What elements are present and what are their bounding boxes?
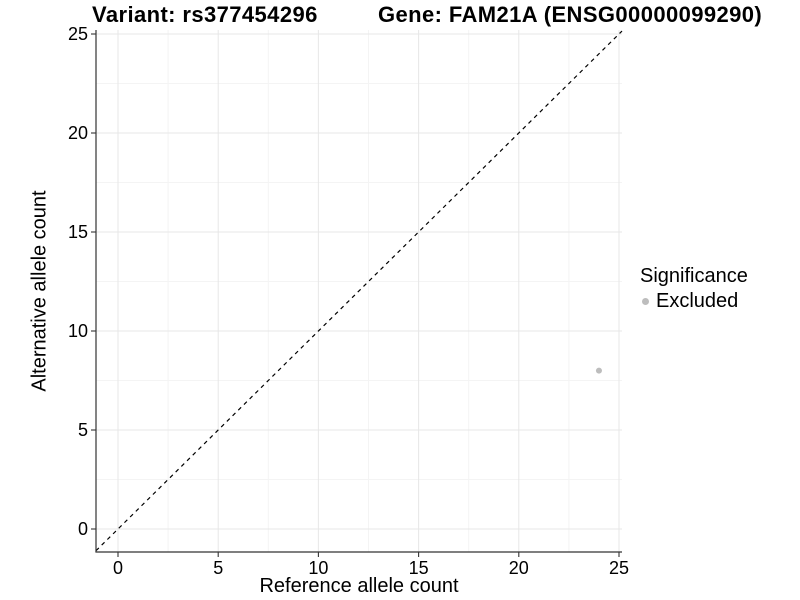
x-tick-label: 0 (113, 558, 123, 578)
x-tick-label: 15 (409, 558, 429, 578)
legend-point-marker-icon (642, 297, 649, 305)
x-tick-label: 10 (308, 558, 328, 578)
y-axis-title: Alternative allele count (28, 190, 51, 392)
y-tick-label: 5 (78, 420, 88, 440)
legend: Significance Excluded (636, 264, 748, 313)
y-tick-label: 20 (68, 123, 88, 143)
identity-reference-line (95, 30, 623, 552)
y-tick-label: 0 (78, 519, 88, 539)
x-tick-label: 25 (609, 558, 629, 578)
legend-item-excluded: Excluded (636, 289, 748, 313)
y-tick-label: 15 (68, 222, 88, 242)
plot-title-gene: Gene: FAM21A (ENSG00000099290) (378, 2, 763, 27)
legend-item-label: Excluded (656, 290, 739, 312)
plot-title-variant: Variant: rs377454296 (92, 2, 318, 27)
x-tick-label: 20 (509, 558, 529, 578)
data-point (595, 367, 602, 374)
x-axis-title: Reference allele count (259, 575, 459, 597)
y-tick-label: 10 (68, 321, 88, 341)
y-tick-label: 25 (68, 24, 88, 44)
legend-title: Significance (640, 265, 748, 287)
x-tick-label: 5 (213, 558, 223, 578)
